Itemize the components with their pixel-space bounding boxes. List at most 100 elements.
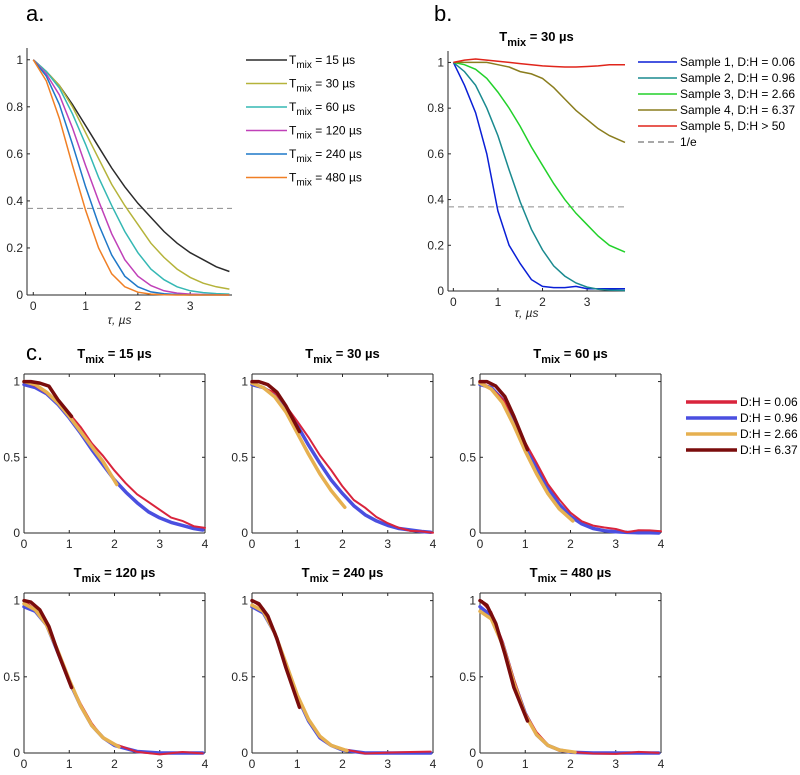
series-line — [478, 598, 530, 723]
series-line — [478, 381, 575, 523]
y-tick-label: 1 — [16, 53, 23, 67]
series-line-5 — [32, 59, 230, 296]
series-line-2 — [453, 61, 626, 253]
y-tick-label: 0 — [469, 526, 476, 540]
legend-label-0: Tmix = 15 µs — [289, 53, 355, 71]
series-line-1 — [452, 61, 626, 292]
y-tick-label: 0.5 — [459, 670, 476, 684]
y-tick-label: 0.4 — [427, 193, 444, 207]
y-tick-label: 0.5 — [3, 450, 20, 464]
series-line — [22, 379, 119, 487]
subplot-title: Tmix = 240 µs — [302, 565, 384, 585]
x-tick-label: 3 — [384, 537, 391, 551]
series-line — [478, 604, 661, 755]
legend-label-5: Tmix = 480 µs — [289, 171, 362, 189]
subplot-title: Tmix = 120 µs — [74, 565, 156, 585]
x-tick-label: 3 — [612, 537, 619, 551]
subplot-2: 0 1 2 3 4 0 0.5 1 Tmix = 60 µs — [459, 346, 664, 551]
y-tick-label: 1 — [13, 594, 20, 608]
x-tick-label: 4 — [430, 537, 437, 551]
x-tick-label: 1 — [522, 537, 529, 551]
x-tick-label: 3 — [384, 757, 391, 771]
y-tick-label: 0 — [13, 526, 20, 540]
x-tick-label: 2 — [567, 537, 574, 551]
y-tick-label: 0 — [241, 526, 248, 540]
series-line — [250, 604, 433, 755]
legend-label-0: D:H = 0.06 — [740, 395, 798, 409]
subplot-title: Tmix = 30 µs — [305, 346, 380, 366]
x-tick-label: 1 — [495, 295, 502, 309]
x-tick-label: 4 — [658, 757, 665, 771]
y-tick-label: 0.5 — [231, 450, 248, 464]
series-line-3 — [453, 61, 626, 144]
x-tick-label: 3 — [156, 757, 163, 771]
series-line-2 — [32, 59, 230, 295]
series-line — [251, 599, 432, 755]
y-tick-label: 0 — [241, 746, 248, 760]
legend-label-0: Sample 1, D:H = 0.06 — [680, 55, 795, 69]
y-tick-label: 0 — [437, 284, 444, 298]
panel-label-a: a. — [26, 1, 44, 26]
legend-label-4: Sample 5, D:H > 50 — [680, 119, 785, 133]
x-tick-label: 0 — [30, 299, 37, 313]
y-tick-label: 0.5 — [3, 670, 20, 684]
x-tick-label: 2 — [135, 299, 142, 313]
x-tick-label: 2 — [567, 757, 574, 771]
y-tick-label: 1 — [13, 375, 20, 389]
chart-a: 0 1 2 3 0 0.2 0.4 0.6 0.8 1 τ, µs Tmix = 15 µs Tmix … — [6, 48, 362, 327]
x-tick-label: 3 — [584, 295, 591, 309]
y-tick-label: 0.2 — [427, 238, 444, 252]
x-tick-label: 0 — [477, 537, 484, 551]
subplot-3: 0 1 2 3 4 0 0.5 1 Tmix = 120 µs — [3, 565, 208, 771]
series-line — [250, 381, 347, 510]
series-line — [250, 603, 349, 753]
y-tick-label: 0.5 — [231, 670, 248, 684]
chart-b-title: Tmix = 30 µs — [499, 29, 574, 49]
x-tick-label: 3 — [156, 537, 163, 551]
y-tick-label: 0 — [469, 746, 476, 760]
x-tick-label: 4 — [202, 757, 209, 771]
series-line-1 — [32, 59, 230, 290]
chart-b: 0 1 2 3 0 0.2 0.4 0.6 0.8 1 Tmix = 30 µs τ, µs Sampl… — [427, 29, 795, 320]
x-tick-label: 1 — [522, 757, 529, 771]
y-tick-label: 0.6 — [6, 147, 23, 161]
x-tick-label: 0 — [249, 757, 256, 771]
subplot-title: Tmix = 15 µs — [77, 346, 152, 366]
series-line — [22, 382, 205, 532]
x-tick-label: 3 — [187, 299, 194, 313]
x-tick-label: 2 — [339, 757, 346, 771]
x-tick-label: 1 — [66, 757, 73, 771]
x-tick-label: 1 — [66, 537, 73, 551]
legend-label-3: D:H = 6.37 — [740, 443, 798, 457]
subplot-1: 0 1 2 3 4 0 0.5 1 Tmix = 30 µs — [231, 346, 436, 551]
y-tick-label: 1 — [241, 375, 248, 389]
series-line — [250, 379, 302, 434]
x-tick-label: 4 — [658, 537, 665, 551]
series-line — [479, 599, 660, 755]
chart-c: 0 1 2 3 4 0 0.5 1 Tmix = 15 µs 0 1 2 3 4 0 0.5 1 Tmix = 3… — [3, 346, 798, 771]
series-line — [250, 382, 433, 534]
legend-label-1: Sample 2, D:H = 0.96 — [680, 71, 795, 85]
y-tick-label: 0.8 — [427, 101, 444, 115]
y-tick-label: 1 — [469, 594, 476, 608]
legend-label-3: Sample 4, D:H = 6.37 — [680, 103, 795, 117]
legend-label-3: Tmix = 120 µs — [289, 124, 362, 142]
series-line — [22, 601, 121, 749]
x-tick-label: 0 — [21, 537, 28, 551]
x-axis-label: τ, µs — [107, 313, 131, 327]
series-line — [250, 598, 302, 710]
y-tick-label: 1 — [241, 594, 248, 608]
x-tick-label: 3 — [612, 757, 619, 771]
panel-label-b: b. — [434, 1, 452, 26]
y-tick-label: 0.5 — [459, 450, 476, 464]
x-tick-label: 0 — [21, 757, 28, 771]
y-tick-label: 1 — [437, 55, 444, 69]
x-tick-label: 1 — [294, 757, 301, 771]
x-tick-label: 2 — [111, 757, 118, 771]
y-tick-label: 0 — [13, 746, 20, 760]
legend-label-1: D:H = 0.96 — [740, 411, 798, 425]
series-line — [22, 598, 74, 690]
y-tick-label: 0.2 — [6, 241, 23, 255]
series-line — [22, 379, 74, 419]
